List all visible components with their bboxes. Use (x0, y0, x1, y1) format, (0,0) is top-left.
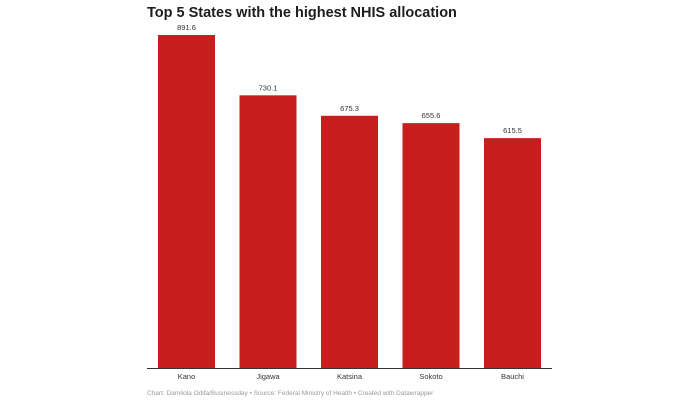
x-tick-label: Sokoto (419, 372, 442, 381)
data-label: 615.5 (503, 126, 522, 135)
bar-sokoto (402, 123, 460, 368)
bar-katsina (321, 115, 378, 368)
chart-title: Top 5 States with the highest NHIS alloc… (147, 5, 457, 21)
bar-kano (158, 35, 215, 368)
x-tick-label: Katsina (337, 372, 363, 381)
x-tick-label: Bauchi (501, 372, 524, 381)
data-label: 891.6 (177, 23, 196, 32)
x-tick-label: Kano (178, 372, 196, 381)
data-label: 675.3 (340, 104, 359, 113)
bar-jigawa (239, 95, 297, 369)
data-label: 655.6 (422, 111, 441, 120)
data-label: 730.1 (259, 83, 278, 92)
bar-bauchi (484, 138, 541, 368)
x-tick-label: Jigawa (256, 372, 280, 381)
chart-footer: Chart: Damilola Odifa/Businessday • Sour… (147, 390, 434, 397)
